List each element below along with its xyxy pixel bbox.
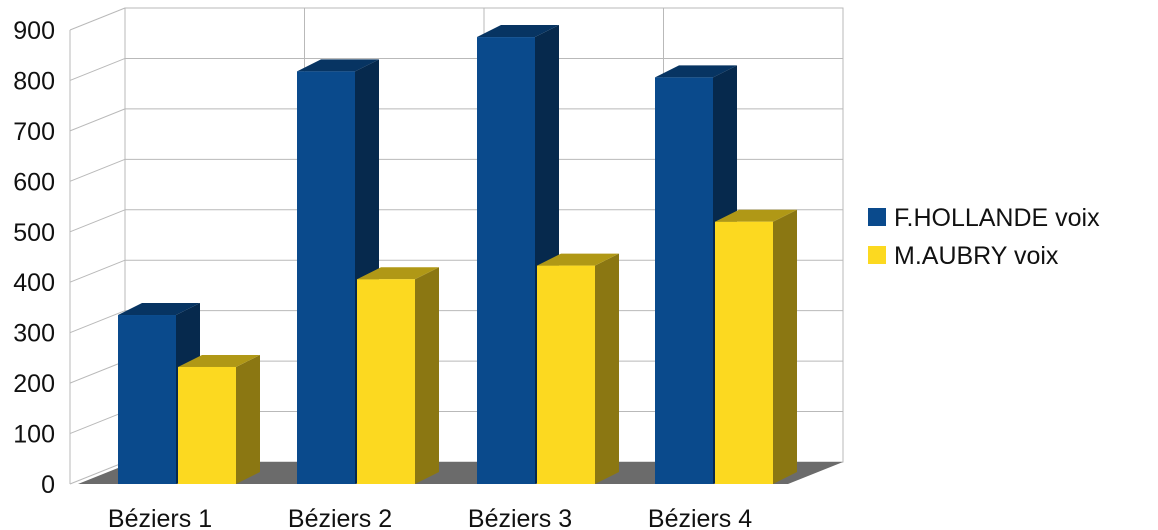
x-tick-label: Béziers 4: [648, 505, 752, 530]
side-gridline: [69, 411, 126, 435]
bar-front: [118, 315, 176, 484]
side-gridline: [69, 108, 126, 132]
y-tick-label: 900: [13, 17, 55, 45]
bar-top: [537, 253, 619, 266]
legend-swatch: [868, 208, 886, 226]
bar-front: [715, 221, 773, 484]
y-tick-label: 700: [13, 118, 55, 146]
bar-top: [357, 267, 439, 280]
side-gridline: [69, 360, 126, 384]
x-tick-label: Béziers 3: [468, 505, 572, 530]
bar-front: [357, 279, 415, 484]
bar-front: [655, 77, 713, 484]
side-gridline: [69, 158, 126, 182]
chart-floor: [78, 462, 843, 484]
bar: [357, 267, 439, 484]
legend: F.HOLLANDE voix M.AUBRY voix: [868, 204, 1100, 270]
bar-front: [537, 265, 595, 484]
bar-side: [595, 253, 619, 484]
legend-label: F.HOLLANDE voix: [894, 204, 1100, 232]
y-tick-label: 400: [13, 269, 55, 297]
bar-top: [715, 209, 797, 222]
bar: [477, 25, 559, 484]
y-tick-label: 500: [13, 219, 55, 247]
bar: [537, 253, 619, 484]
bar-front: [297, 71, 355, 484]
side-gridline: [69, 209, 126, 233]
y-tick-label: 600: [13, 168, 55, 196]
bar: [715, 209, 797, 484]
legend-label: M.AUBRY voix: [894, 242, 1059, 270]
chart-floor-plane: [78, 462, 843, 484]
side-gridline: [69, 461, 126, 485]
bar: [178, 354, 260, 484]
side-gridline: [69, 259, 126, 283]
bar-front: [477, 37, 535, 484]
bar-front: [178, 366, 236, 484]
bar-top: [477, 25, 559, 38]
legend-swatch: [868, 246, 886, 264]
y-axis-ticks: 0 100 200 300 400 500 600 700 800 900: [13, 17, 55, 499]
bar-top: [297, 59, 379, 72]
bar-top: [655, 65, 737, 78]
bars: [118, 25, 797, 485]
y-tick-label: 0: [41, 471, 55, 499]
x-tick-label: Béziers 2: [288, 505, 392, 530]
bar-side: [415, 267, 439, 484]
side-gridline: [69, 57, 126, 81]
side-gridline: [69, 7, 126, 31]
x-axis-categories: Béziers 1 Béziers 2 Béziers 3 Béziers 4: [108, 505, 752, 530]
x-tick-label: Béziers 1: [108, 505, 212, 530]
bar-top: [178, 354, 260, 367]
y-tick-label: 200: [13, 370, 55, 398]
bar-side: [236, 354, 260, 484]
y-tick-label: 300: [13, 320, 55, 348]
bar-top: [118, 303, 200, 316]
side-gridline: [69, 310, 126, 334]
y-tick-label: 800: [13, 67, 55, 95]
y-tick-label: 100: [13, 421, 55, 449]
bar-side: [773, 209, 797, 484]
